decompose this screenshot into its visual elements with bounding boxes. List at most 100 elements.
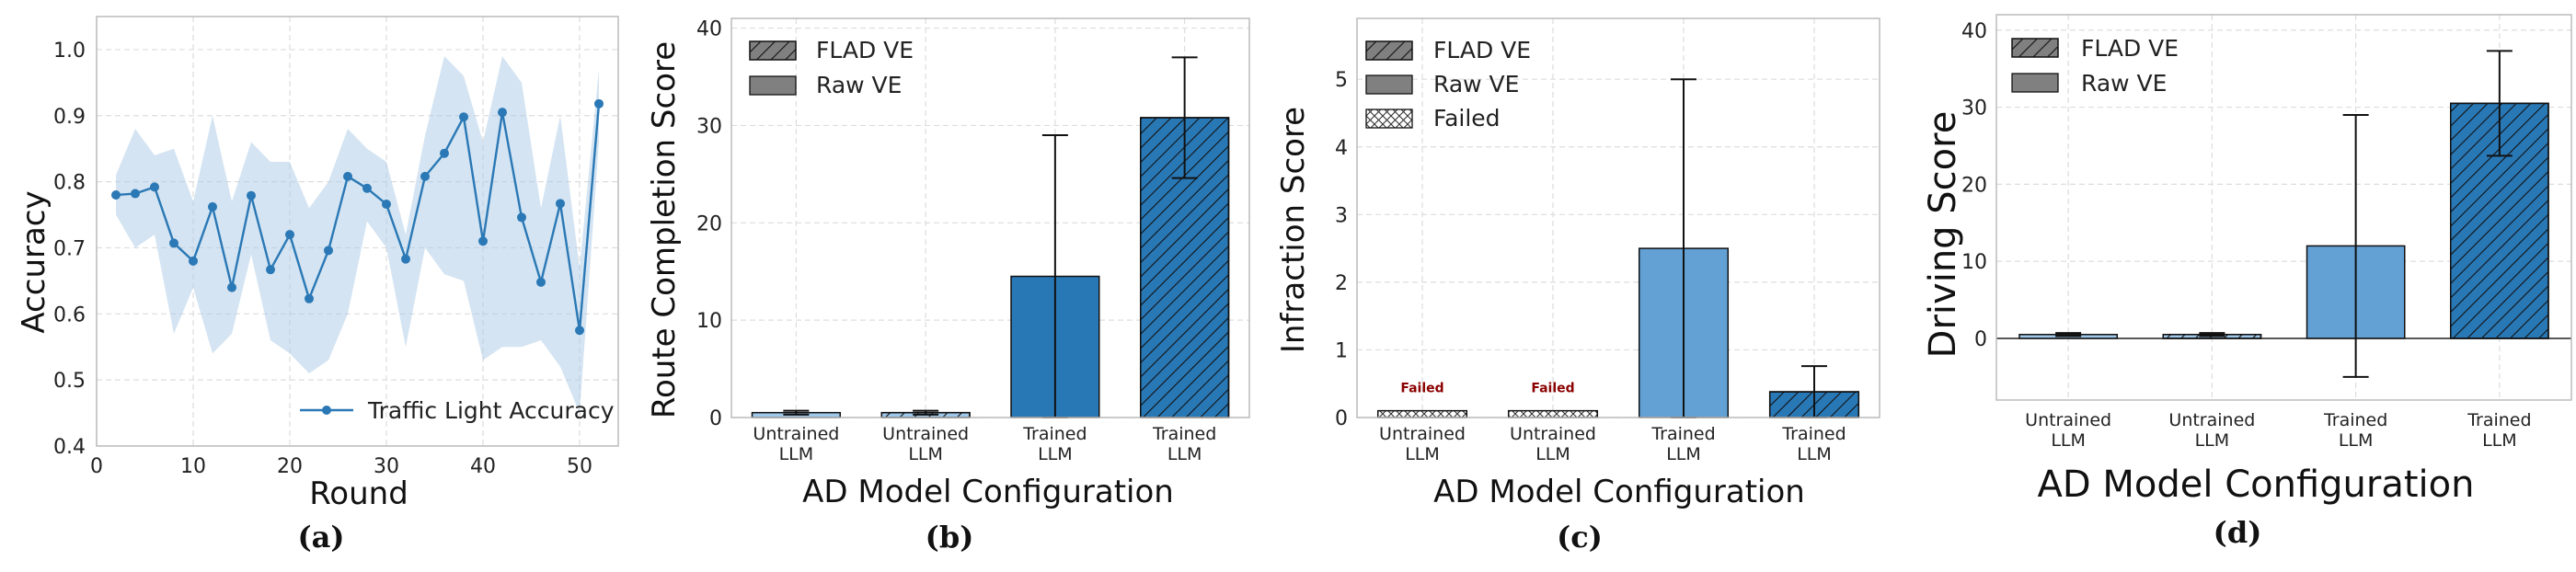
panel-b-y-tick-1: 10: [696, 310, 722, 333]
panel-a-xlabel: Round: [309, 475, 408, 512]
panel-d-x-tick-sub-0: LLM: [2051, 430, 2086, 451]
panel-b-legend-raw: Raw VE: [816, 72, 902, 98]
panel-d-x-tick-1: Untrained: [2168, 410, 2255, 430]
panel-b-x-tick-sub-1: LLM: [908, 444, 943, 464]
panel-b-x-tick-3: Trained: [1152, 424, 1216, 444]
panel-c-legend-hatch-0: [1365, 40, 1413, 61]
panel-a-x-tick-5: 50: [567, 455, 592, 478]
panel-c-x-tick-2: Trained: [1650, 424, 1715, 444]
panel-c-y-tick-1: 1: [1335, 339, 1348, 362]
panel-b-legend-swatch-1: [749, 75, 797, 96]
panel-c-failed-annotation-0: Failed: [1400, 382, 1443, 396]
panel-c-y-tick-3: 3: [1335, 204, 1348, 227]
panel-c-label: (c): [1557, 520, 1603, 555]
panel-c-legend-flad: FLAD VE: [1433, 37, 1531, 63]
panel-a-legend-marker: [322, 406, 331, 415]
panel-a-confidence-band: [116, 56, 599, 414]
panel-d-legend-flad: FLAD VE: [2081, 35, 2179, 62]
panel-c-x-tick-sub-0: LLM: [1405, 444, 1440, 464]
panel-a-accuracy-line: [115, 103, 601, 331]
panel-a-y-tick-4: 0.8: [53, 172, 86, 195]
panel-d-x-tick-sub-3: LLM: [2482, 430, 2517, 451]
panel-b-x-tick-2: Trained: [1022, 424, 1087, 444]
panel-a-point: [324, 246, 333, 256]
panel-c-legend-swatch-2: [1365, 109, 1413, 129]
panel-a-point: [111, 189, 121, 200]
panel-d-y-tick-3: 30: [1961, 97, 1987, 120]
panel-a-point: [420, 171, 430, 181]
panel-d-legend-raw: Raw VE: [2081, 70, 2167, 97]
panel-a-y-tick-6: 1.0: [53, 40, 86, 63]
panel-a-point: [169, 238, 178, 248]
panel-c-x-tick-sub-1: LLM: [1535, 444, 1570, 464]
panel-a-legend-label: Traffic Light Accuracy: [367, 397, 615, 424]
panel-b-x-tick-0: Untrained: [753, 424, 839, 444]
panel-a-point: [362, 183, 372, 193]
panel-c-bar-0: [1376, 409, 1468, 418]
panel-a-point: [285, 230, 294, 240]
panel-a-point: [575, 326, 584, 336]
panel-b-y-tick-3: 30: [696, 115, 722, 138]
panel-a-point: [536, 277, 546, 287]
panel-b-ylabel: Route Completion Score: [646, 41, 683, 418]
panel-d-x-tick-sub-2: LLM: [2339, 430, 2374, 451]
panel-c-legend-swatch-1: [1365, 74, 1413, 95]
panel-a-y-tick-0: 0.4: [53, 436, 86, 459]
panel-a-point: [556, 199, 565, 209]
panel-b-label: (b): [926, 520, 974, 555]
panel-a-point: [208, 201, 217, 212]
panel-d-y-tick-1: 10: [1961, 251, 1987, 274]
panel-d-y-tick-2: 20: [1961, 174, 1987, 197]
panel-c-x-tick-1: Untrained: [1510, 424, 1596, 444]
panel-a-y-tick-3: 0.7: [53, 237, 86, 260]
panel-c-y-tick-4: 4: [1335, 137, 1348, 160]
panel-b-x-tick-1: Untrained: [882, 424, 969, 444]
panel-a-y-tick-1: 0.5: [53, 370, 86, 393]
panel-d-y-tick-0: 0: [1974, 328, 1987, 351]
panel-c-failed-annotation-1: Failed: [1531, 382, 1574, 396]
panel-a-x-tick-1: 10: [180, 455, 206, 478]
panel-c-y-tick-5: 5: [1335, 69, 1348, 92]
panel-c-ylabel: Infraction Score: [1275, 107, 1312, 353]
panel-b-xlabel: AD Model Configuration: [802, 474, 1174, 510]
panel-b-frame: [730, 17, 1250, 418]
panel-d-y-tick-4: 40: [1961, 20, 1987, 43]
panel-d-x-tick-2: Trained: [2323, 410, 2387, 430]
panel-d-x-tick-sub-1: LLM: [2195, 430, 2230, 451]
panel-c-bar-1: [1507, 409, 1599, 418]
panel-a-point: [517, 212, 526, 223]
panel-a-x-tick-3: 30: [374, 455, 399, 478]
panel-a-point: [150, 182, 159, 192]
panel-d-x-tick-0: Untrained: [2025, 410, 2111, 430]
panel-c-legend-failed: Failed: [1433, 105, 1501, 132]
panel-d-x-tick-3: Trained: [2467, 410, 2531, 430]
panel-d-label: (d): [2214, 515, 2262, 550]
panel-b-y-tick-0: 0: [709, 407, 722, 430]
panel-b-x-tick-sub-2: LLM: [1038, 444, 1073, 464]
panel-b-legend-hatch-0: [749, 40, 797, 61]
panel-a-label: (a): [297, 520, 344, 555]
panel-c-y-tick-0: 0: [1335, 407, 1348, 430]
panel-a-y-tick-5: 0.9: [53, 106, 86, 129]
panel-b-y-tick-4: 40: [696, 18, 722, 41]
panel-a-y-tick-2: 0.6: [53, 303, 86, 326]
panel-a-frame: [96, 16, 619, 447]
panel-c-x-tick-sub-2: LLM: [1666, 444, 1701, 464]
panel-a-point: [131, 189, 140, 199]
panel-a-point: [440, 148, 449, 158]
panel-a-x-tick-0: 0: [90, 455, 103, 478]
panel-a-point: [343, 171, 352, 181]
panel-a-point: [382, 200, 391, 210]
panel-a-x-tick-2: 20: [277, 455, 303, 478]
panel-a-point: [594, 98, 604, 109]
panel-a-point: [227, 282, 236, 292]
panel-a-point: [266, 265, 275, 275]
panel-a-point: [247, 190, 256, 200]
panel-d-ylabel: Driving Score: [1922, 111, 1964, 359]
panel-a-point: [189, 256, 198, 266]
panel-c-x-tick-3: Trained: [1781, 424, 1846, 444]
panel-a-x-tick-4: 40: [470, 455, 496, 478]
panel-a-point: [478, 236, 488, 246]
panel-a-ylabel: Accuracy: [16, 190, 52, 333]
